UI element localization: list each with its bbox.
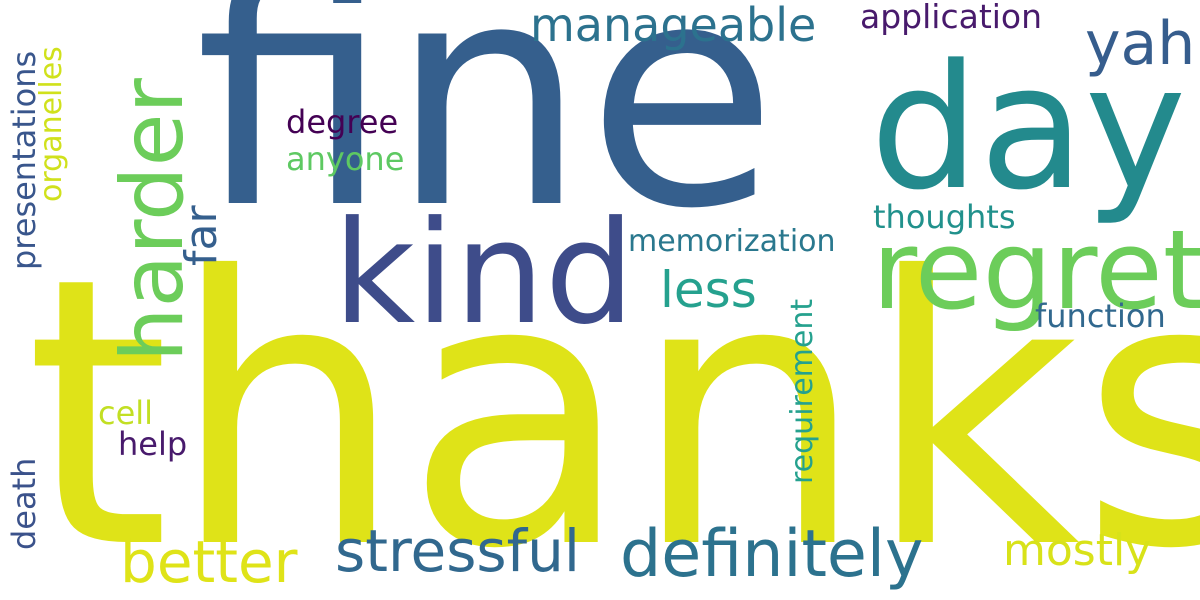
word-requirement: requirement	[785, 298, 820, 484]
word-far: far	[176, 205, 227, 266]
word-anyone: anyone	[286, 140, 405, 178]
word-memorization: memorization	[628, 224, 836, 259]
word-help: help	[118, 425, 188, 463]
word-degree: degree	[286, 103, 399, 141]
word-day: day	[870, 27, 1187, 228]
word-kind: kind	[333, 191, 635, 356]
word-manageable: manageable	[530, 0, 817, 52]
word-less: less	[660, 261, 757, 319]
word-better: better	[120, 528, 298, 596]
word-fine: fine	[195, 0, 778, 277]
word-regret: regret	[872, 206, 1200, 334]
word-definitely: definitely	[620, 517, 924, 592]
word-yah: yah	[1085, 9, 1196, 79]
word-thoughts: thoughts	[873, 198, 1016, 236]
word-stressful: stressful	[335, 517, 580, 585]
word-organelles: organelles	[34, 46, 69, 202]
word-function: function	[1035, 297, 1166, 335]
word-cell: cell	[98, 394, 154, 432]
word-thanks: thanks	[25, 200, 1200, 600]
word-mostly: mostly	[1003, 525, 1152, 576]
word-application: application	[860, 0, 1043, 36]
word-death: death	[5, 457, 43, 550]
